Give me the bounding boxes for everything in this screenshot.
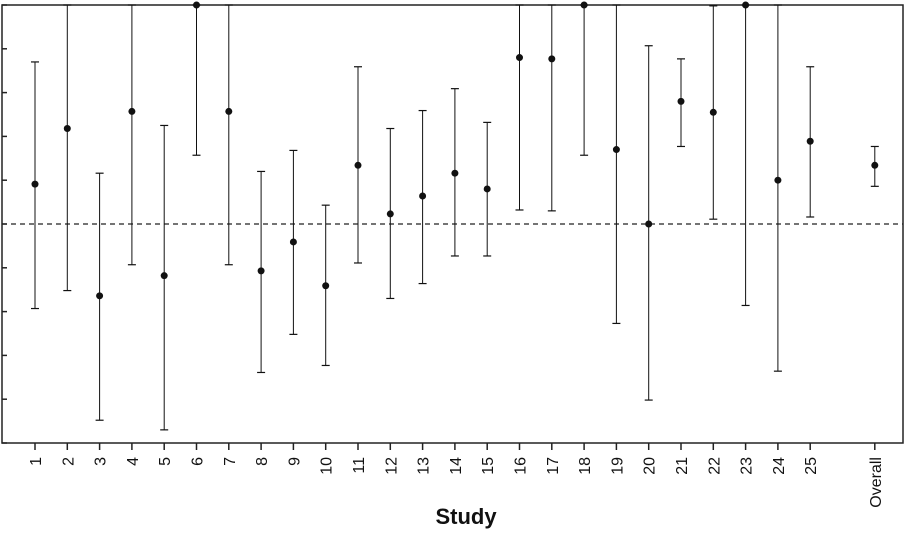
error-bar: [741, 4, 750, 307]
point: [257, 267, 265, 275]
x-tick-label: 3: [93, 457, 110, 466]
point: [31, 180, 39, 188]
point: [645, 220, 653, 228]
point: [580, 1, 588, 9]
point: [709, 108, 717, 116]
x-tick-label: 12: [383, 457, 400, 475]
point: [516, 54, 523, 62]
x-tick-label: 7: [222, 457, 239, 466]
point: [128, 107, 136, 115]
point: [289, 238, 297, 246]
point: [806, 137, 814, 145]
x-tick-label: 1: [28, 457, 45, 466]
point: [322, 282, 330, 290]
point: [96, 292, 104, 300]
x-tick-label: 23: [739, 457, 756, 475]
x-tick-label: 17: [545, 457, 562, 475]
point: [160, 272, 168, 280]
x-tick-label: 2: [60, 457, 77, 466]
error-bar: [515, 4, 524, 211]
x-tick-label: 14: [448, 457, 465, 475]
x-tick-label: 9: [286, 457, 303, 466]
point: [742, 1, 750, 9]
point: [677, 97, 685, 105]
point: [483, 185, 491, 193]
error-bar: [192, 4, 201, 156]
x-tick-label: 16: [513, 457, 530, 475]
x-tick-label: Overall: [868, 457, 885, 508]
error-bar: [224, 4, 233, 266]
error-bar: [63, 4, 72, 292]
error-bar: [580, 4, 589, 156]
point: [871, 161, 879, 169]
error-bar: [612, 4, 621, 325]
point: [451, 169, 459, 177]
x-tick-label: 6: [190, 457, 207, 466]
x-tick-label: 15: [480, 457, 497, 475]
x-tick-label: 4: [125, 457, 142, 466]
x-tick-label: 21: [674, 457, 691, 475]
x-tick-label: 13: [416, 457, 433, 475]
point: [193, 1, 200, 9]
x-tick-label: 8: [254, 457, 271, 466]
error-bar: [547, 4, 556, 212]
point: [225, 107, 233, 115]
x-tick-label: 20: [642, 457, 659, 475]
point: [386, 210, 394, 218]
error-bar: [127, 4, 136, 266]
x-tick-label: 19: [609, 457, 626, 475]
x-tick-label: 5: [157, 457, 174, 466]
x-axis-title: Study: [435, 504, 497, 529]
x-tick-label: 10: [319, 457, 336, 475]
x-tick-label: 11: [351, 457, 368, 474]
x-tick-label: 25: [803, 457, 820, 475]
point: [419, 192, 427, 200]
point: [612, 146, 620, 154]
point: [354, 161, 362, 169]
point: [548, 55, 556, 63]
error-bar: [773, 4, 782, 372]
point: [63, 125, 71, 133]
x-tick-label: 18: [577, 457, 594, 475]
x-tick-label: 24: [771, 457, 788, 475]
point: [774, 176, 782, 184]
x-tick-label: 22: [706, 457, 723, 475]
